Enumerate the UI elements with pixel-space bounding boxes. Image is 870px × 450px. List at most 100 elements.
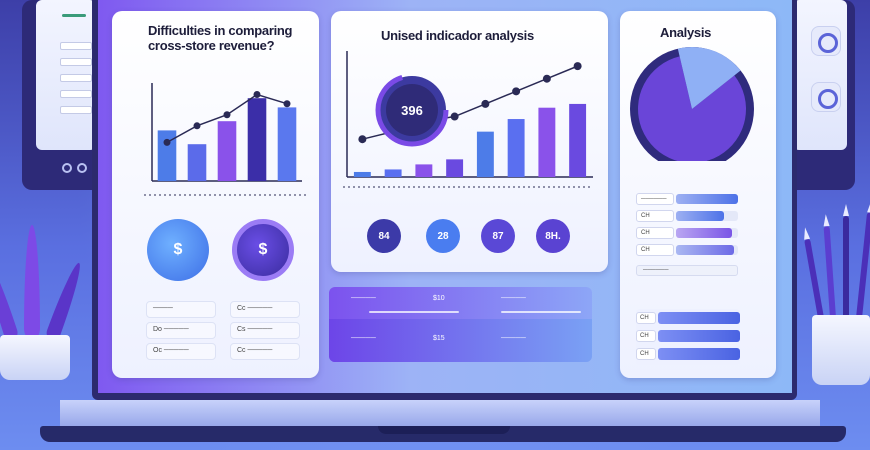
metric-bar [676, 211, 724, 221]
chart-bar [569, 103, 587, 177]
chart-bar [446, 159, 464, 177]
chart-point [283, 100, 291, 108]
block-bar [658, 348, 740, 360]
panel-indicator-title: Unised indicador analysis [381, 28, 534, 43]
status-line [62, 14, 86, 17]
metric-bar [676, 194, 738, 204]
panel-analysis: Analysis ────── CH CH CH ────── CH CH CH [620, 11, 776, 378]
chart-point [358, 135, 367, 144]
strip-label: ───── [501, 335, 526, 342]
metric-row[interactable]: CH [636, 210, 738, 222]
chart-bar [277, 107, 297, 181]
strip-divider [501, 311, 581, 313]
block-row[interactable]: CH [636, 329, 740, 343]
chart-point [223, 111, 231, 119]
block-row[interactable]: CH [636, 311, 740, 325]
chart-point [481, 99, 490, 108]
mini-field [60, 42, 92, 50]
mini-field [60, 58, 92, 66]
kpi-donut-ring [375, 73, 449, 147]
kpi-donut-value: 396 [401, 103, 423, 118]
panel-analysis-title: Analysis [660, 25, 712, 40]
kpi-badge[interactable]: 28 [426, 219, 460, 253]
strip-label: ───── [501, 295, 526, 302]
panel-revenue: Difficulties in comparing cross-store re… [112, 11, 319, 378]
metric-block: CH CH CH [636, 309, 740, 365]
kpi-badge-value: 28 [437, 230, 449, 242]
list-item[interactable]: Cs ───── [230, 322, 300, 339]
pie-slice [677, 46, 741, 109]
chart-bar [538, 107, 556, 177]
chart-point [573, 62, 582, 71]
list-item[interactable]: Do ───── [146, 322, 216, 339]
strip-label: ───── [351, 335, 376, 342]
kpi-badge-value: 87 [492, 230, 504, 242]
chart-point [193, 122, 201, 130]
kpi-badge[interactable]: 84 [367, 219, 401, 253]
block-label: CH [636, 330, 656, 342]
kpi-badge-value: 8H. [545, 230, 561, 242]
dollar-coin-icon[interactable]: $ [147, 219, 209, 281]
mini-field [60, 90, 92, 98]
chart-bar [187, 144, 207, 181]
side-monitor-right-screen [793, 0, 847, 150]
summary-strip: ───── $10 ───── ───── $15 ───── [329, 287, 592, 362]
pie-slice [638, 56, 747, 161]
chart-point [450, 112, 459, 121]
metric-label: CH [636, 210, 674, 222]
panel-revenue-title: Difficulties in comparing cross-store re… [148, 23, 293, 53]
summary-strip-lower [329, 319, 592, 362]
strip-divider [369, 311, 459, 313]
strip-value: $10 [433, 295, 445, 302]
chart-point [512, 87, 521, 96]
kpi-badge[interactable]: 8H. [536, 219, 570, 253]
block-bar [658, 330, 740, 342]
indicator-bar-chart: 396 [343, 51, 593, 188]
list-item[interactable]: Cc ───── [230, 301, 300, 318]
metric-label: ────── [636, 193, 674, 205]
list-item[interactable]: ──── [146, 301, 216, 318]
analysis-pie-chart [630, 46, 754, 161]
mini-field [60, 74, 92, 82]
kpi-badge[interactable]: 87 [481, 219, 515, 253]
knob-icon [811, 26, 841, 56]
block-row[interactable]: CH [636, 347, 740, 361]
block-label: CH [636, 348, 656, 360]
strip-value: $15 [433, 335, 445, 342]
panel-indicator-analysis: Unised indicador analysis 396 84 28 87 8… [331, 11, 608, 272]
block-bar [658, 312, 740, 324]
dollar-coin-icon[interactable]: $ [232, 219, 294, 281]
side-monitor-left [22, 0, 102, 190]
chart-bar [247, 98, 267, 181]
revenue-bar-chart [144, 83, 308, 196]
metric-bar [676, 228, 732, 238]
plant-pot [0, 335, 70, 380]
chart-point [253, 91, 261, 99]
plant-leaf [24, 225, 40, 340]
metric-label: CH [636, 244, 674, 256]
chart-bar [476, 131, 494, 177]
metric-row[interactable]: CH [636, 244, 738, 256]
metric-bar [676, 245, 734, 255]
chart-bar [217, 121, 237, 181]
kpi-donut-center [386, 84, 438, 136]
coin-symbol: $ [173, 241, 183, 258]
chart-bar [507, 119, 525, 177]
side-monitor-right [785, 0, 855, 190]
mini-field [60, 106, 92, 114]
block-label: CH [636, 312, 656, 324]
chart-bar [157, 130, 177, 181]
chart-bar [353, 171, 371, 177]
list-item[interactable]: Oc ───── [146, 343, 216, 360]
metric-row[interactable]: ────── [636, 193, 738, 205]
laptop-notch [378, 426, 510, 434]
laptop-base [40, 426, 846, 442]
metric-row[interactable]: CH [636, 227, 738, 239]
pen-cup [812, 315, 870, 385]
metric-tag: ────── [636, 265, 738, 276]
coin-symbol: $ [258, 241, 268, 258]
laptop-deck [60, 400, 820, 426]
pen-icon [843, 204, 849, 318]
list-item[interactable]: Cc ───── [230, 343, 300, 360]
kpi-badge-value: 84 [378, 230, 390, 242]
